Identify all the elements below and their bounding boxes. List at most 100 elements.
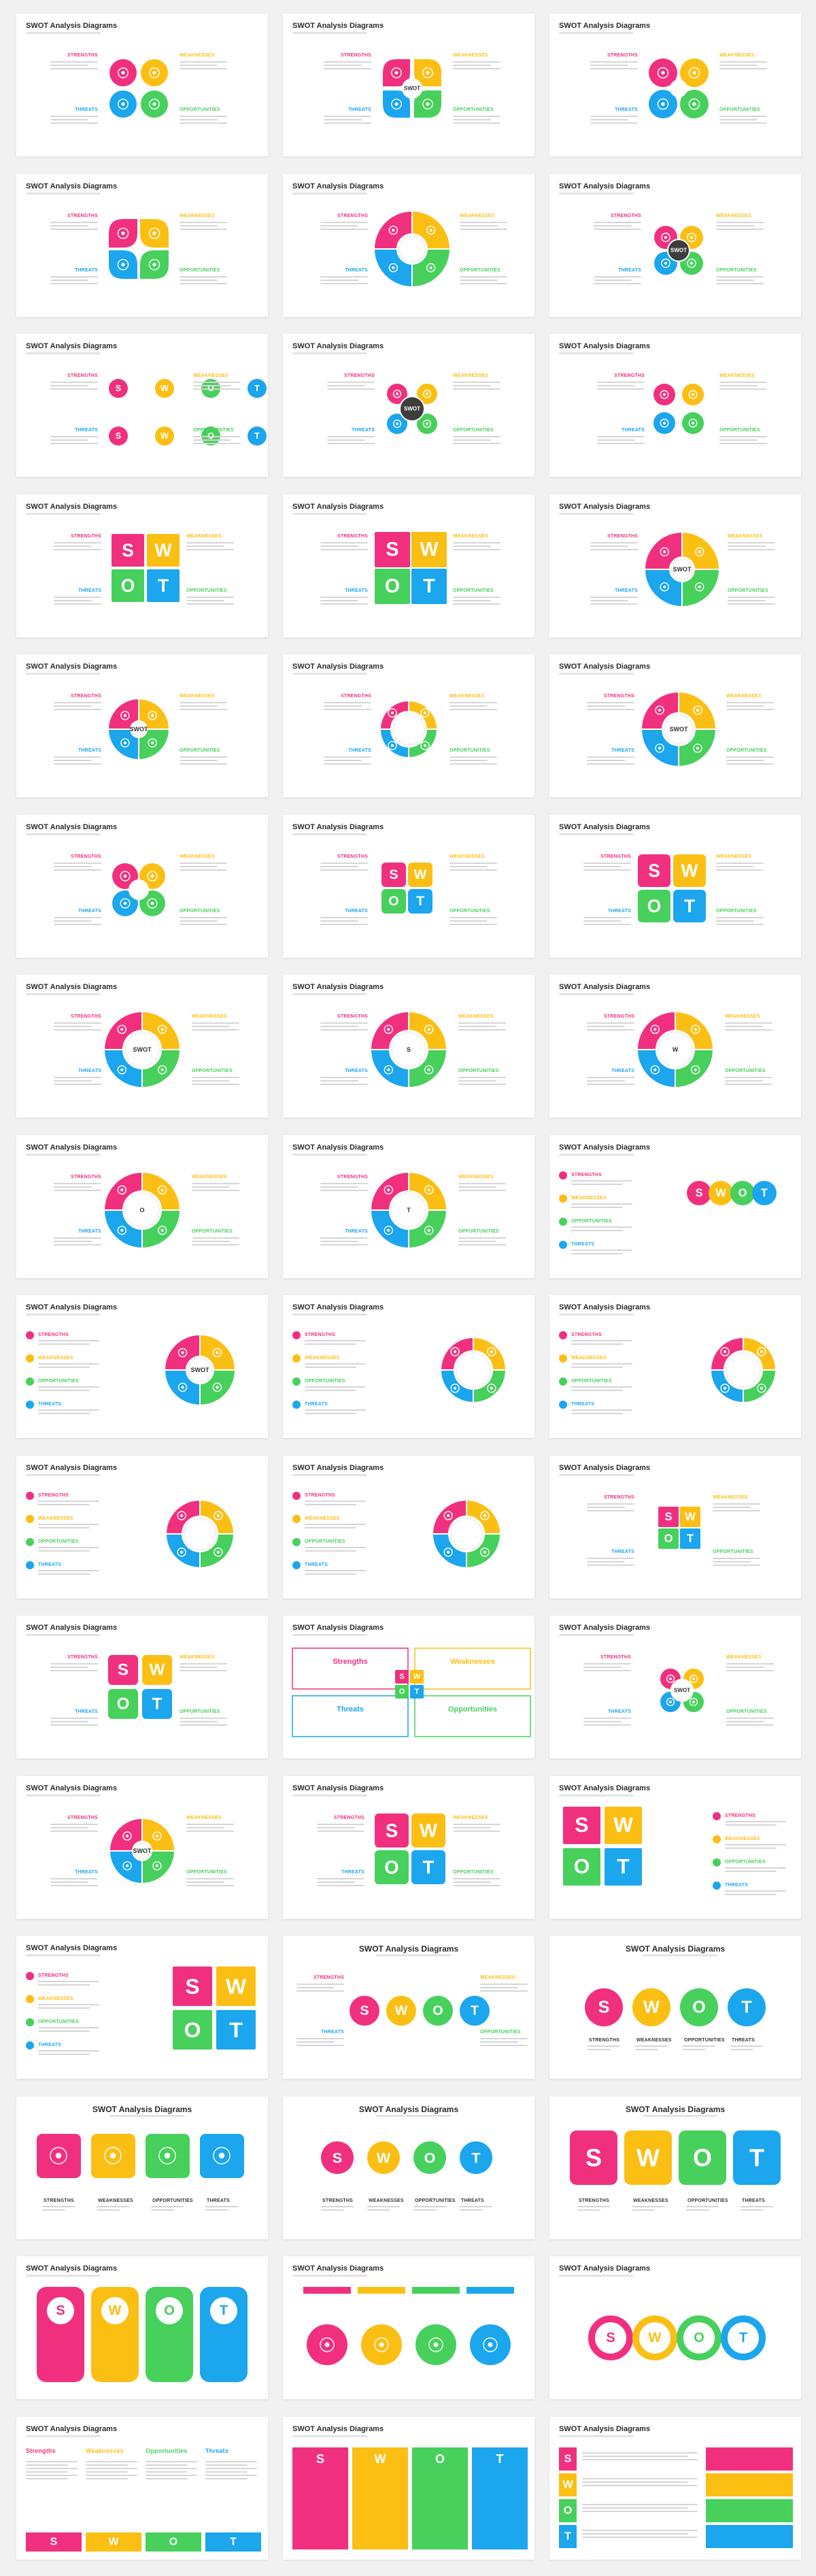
slide-thumbnail[interactable]: SWOT Analysis Diagrams STRENGTHS WEAKNESSE… bbox=[16, 173, 268, 317]
label-threats: THREATS bbox=[345, 1069, 368, 1073]
magnet-icon bbox=[117, 1185, 127, 1194]
slide-thumbnail[interactable]: SWOT Analysis Diagrams S W O T bbox=[16, 2256, 268, 2399]
magnet-icon bbox=[392, 389, 402, 399]
slide-thumbnail[interactable]: SWOT Analysis Diagrams S W O T bbox=[283, 2416, 534, 2560]
slide-thumbnail[interactable]: SWOT Analysis Diagrams STRENGTHS WEAKNESSE… bbox=[549, 1295, 801, 1438]
slide-subtitle-placeholder bbox=[26, 32, 101, 34]
label-strengths: STRENGTHS bbox=[67, 1655, 98, 1660]
slide-thumbnail[interactable]: SWOT Analysis Diagrams STRENGTHS WEAKNESSE… bbox=[549, 14, 801, 156]
letter-w: W bbox=[414, 867, 427, 882]
slide-thumbnail[interactable]: SWOT Analysis Diagrams S W O T bbox=[549, 2416, 801, 2560]
slide-thumbnail[interactable]: SWOT Analysis Diagrams STRENGTHS WEAKNESSE… bbox=[16, 2096, 268, 2239]
label-opportunities: OPPORTUNITIES bbox=[684, 2038, 725, 2043]
slide-thumbnail[interactable]: SWOT Analysis Diagrams STRENGTHS WEAKNESSE… bbox=[549, 334, 801, 477]
letter-w: W bbox=[636, 2143, 660, 2171]
label-opportunities: OPPORTUNITIES bbox=[719, 107, 760, 112]
body-text-line bbox=[186, 1830, 234, 1832]
list-bullet-icon bbox=[292, 1514, 301, 1523]
slide-thumbnail[interactable]: SWOT Analysis Diagrams STRENGTHS WEAKNESSE… bbox=[283, 173, 534, 317]
slide-subtitle-placeholder bbox=[559, 2435, 634, 2437]
slide-title: SWOT Analysis Diagrams bbox=[292, 182, 384, 190]
body-text-line bbox=[571, 1252, 623, 1254]
letter-tile bbox=[173, 1967, 212, 2006]
body-text-line bbox=[590, 61, 638, 63]
swot-segment bbox=[163, 1333, 201, 1371]
swot-quadrant bbox=[383, 59, 410, 86]
slide-thumbnail[interactable]: SWOT Analysis Diagrams S W O T Strengths Weakn… bbox=[16, 2416, 268, 2560]
body-text-line bbox=[50, 382, 98, 383]
body-text-line bbox=[38, 1981, 99, 1982]
slide-subtitle-placeholder bbox=[559, 993, 634, 995]
column-header bbox=[412, 2287, 460, 2294]
slide-thumbnail[interactable]: SWOT Analysis Diagrams STRENGTHS WEAKNESSE… bbox=[16, 814, 268, 958]
swot-quadrant bbox=[660, 1669, 681, 1689]
compass-icon bbox=[690, 1024, 700, 1035]
letter-w: W bbox=[715, 1187, 726, 1199]
bomb-icon bbox=[660, 582, 669, 592]
slide-thumbnail[interactable]: SWOT Analysis Diagrams STRENGTHS WEAKNESSE… bbox=[283, 1295, 534, 1438]
slide-thumbnail[interactable]: SWOT Analysis Diagrams Strengths Weaknesse… bbox=[283, 1616, 534, 1758]
swot-quadrant bbox=[680, 90, 709, 118]
letter-tile bbox=[147, 533, 180, 567]
letter-bar bbox=[146, 2532, 201, 2552]
slide-thumbnail[interactable]: SWOT Analysis Diagrams STRENGTHS WEAKNESSE… bbox=[283, 654, 534, 797]
bomb-icon bbox=[657, 98, 669, 110]
swot-segment bbox=[165, 1499, 201, 1535]
body-text-line bbox=[686, 2205, 719, 2207]
slide-subtitle-placeholder bbox=[26, 1473, 101, 1476]
letter-tile bbox=[411, 1813, 445, 1847]
label-opportunities: OPPORTUNITIES bbox=[453, 107, 494, 112]
slide-thumbnail[interactable]: SWOT Analysis Diagrams W STRENGTHS WEAKNESS… bbox=[549, 975, 801, 1118]
swot-quadrant bbox=[139, 890, 165, 916]
lightbulb-icon bbox=[689, 1697, 698, 1707]
body-text-line bbox=[453, 1823, 500, 1825]
slide-thumbnail[interactable]: SWOT Analysis Diagrams STRENGTHS WEAKNESSE… bbox=[16, 14, 268, 156]
body-text-line bbox=[449, 756, 497, 758]
body-text-line bbox=[725, 1077, 772, 1078]
swot-box bbox=[414, 1695, 531, 1737]
label-weaknesses: WEAKNESSES bbox=[725, 1014, 760, 1019]
slide-thumbnail[interactable]: SWOT Analysis Diagrams STRENGTHS WEAKNESSE… bbox=[283, 1455, 534, 1599]
slide-thumbnail[interactable]: SWOT Analysis Diagrams bbox=[283, 2256, 534, 2399]
slide-thumbnail[interactable]: SWOT Analysis Diagrams O STRENGTHS WEAKNESS… bbox=[16, 1135, 268, 1278]
slide-thumbnail[interactable]: SWOT Analysis DiagramsSWOTSWOTSTRENGTHSW… bbox=[16, 334, 268, 477]
slide-thumbnail[interactable]: SWOT Analysis Diagrams STRENGTHS WEAKNESSE… bbox=[16, 1455, 268, 1599]
letter-w: W bbox=[160, 384, 169, 393]
label-strengths: STRENGTHS bbox=[313, 1975, 344, 1980]
body-text-line bbox=[571, 1363, 632, 1365]
lightbulb-icon bbox=[687, 258, 696, 268]
slide-thumbnail[interactable]: SWOT Analysis Diagrams T STRENGTHS WEAKNESS… bbox=[283, 1135, 534, 1278]
swot-quadrant bbox=[653, 384, 675, 405]
body-text-line bbox=[320, 923, 368, 925]
compass-icon bbox=[487, 1347, 496, 1356]
slide-thumbnail[interactable]: SWOT Analysis Diagrams S STRENGTHS WEAKNESS… bbox=[283, 975, 534, 1118]
slide-thumbnail[interactable]: SWOT Analysis Diagrams S W O T bbox=[549, 2256, 801, 2399]
body-text-line bbox=[726, 1670, 774, 1671]
label-opportunities: OPPORTUNITIES bbox=[571, 1218, 612, 1224]
body-text-line bbox=[719, 439, 758, 441]
